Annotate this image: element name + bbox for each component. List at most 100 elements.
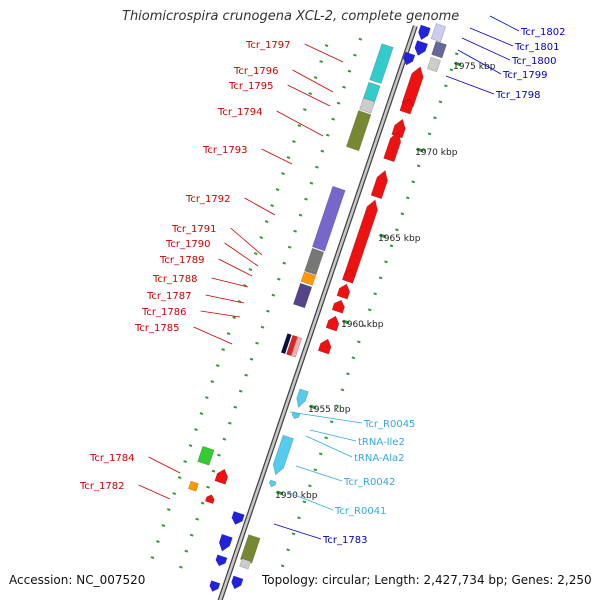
gene-label: Tcr_1788 [152, 274, 197, 285]
gene-shape [312, 185, 346, 252]
gene-shape [218, 533, 233, 552]
tick-mark [286, 156, 291, 159]
gene-label: Tcr_1787 [146, 291, 191, 302]
gene-shape [269, 479, 277, 488]
ruler-tick [454, 61, 462, 67]
gene-shape [209, 580, 221, 592]
tick-mark [233, 405, 238, 409]
tick-mark [161, 524, 166, 527]
leader-line [445, 75, 495, 95]
gene-shape [383, 131, 402, 163]
tick-mark [172, 492, 177, 495]
tick-mark [249, 357, 254, 361]
tick-mark [411, 180, 416, 184]
gene-shape [204, 494, 215, 504]
tick-mark [156, 540, 160, 543]
gene-label: Tcr_1795 [228, 81, 273, 92]
tick-mark [444, 84, 448, 88]
gene-label: Tcr_1801 [514, 42, 559, 53]
ruler-label: 1975 kbp [453, 62, 496, 72]
tick-mark [449, 68, 454, 72]
tick-mark [271, 293, 276, 297]
tick-mark [259, 236, 264, 239]
tick-mark [292, 140, 296, 143]
map-title: Thiomicrospira crunogena XCL-2, complete… [122, 9, 460, 24]
tick-mark [353, 53, 357, 57]
backbone-highlight [218, 25, 417, 600]
tick-mark [308, 484, 312, 488]
tick-mark [324, 44, 329, 47]
tick-mark [232, 316, 236, 319]
gene-label: Tcr_R0045 [363, 419, 415, 430]
tick-mark [291, 532, 296, 536]
gene-shape [430, 23, 447, 43]
leader-line [469, 27, 514, 47]
gene-label: Tcr_1798 [495, 90, 540, 101]
leader-line [304, 43, 344, 63]
tick-mark [302, 108, 307, 111]
tick-mark [287, 245, 292, 249]
leader-line [287, 84, 331, 107]
gene-label: Tcr_1786 [141, 307, 186, 318]
tick-mark [318, 452, 323, 456]
leader-line [273, 523, 322, 540]
gene-label: Tcr_1794 [217, 107, 262, 118]
gene-shape [286, 334, 298, 357]
gene-shape [188, 480, 199, 492]
leader-line [211, 277, 249, 288]
tick-mark [244, 373, 248, 377]
ruler-tick [379, 233, 387, 239]
gene-shape [240, 534, 261, 564]
gene-shape [391, 118, 406, 139]
tick-mark [184, 549, 189, 553]
gene-shape [197, 445, 215, 466]
gene-shape [291, 336, 303, 358]
gene-label: Tcr_1783 [322, 535, 367, 546]
gene-label: Tcr_1790 [165, 239, 210, 250]
tick-mark [319, 60, 323, 63]
tick-mark [177, 476, 182, 479]
tick-mark [270, 204, 274, 207]
tick-mark [298, 213, 303, 217]
leader-line [461, 37, 511, 61]
tick-mark [340, 388, 345, 392]
gene-shape [215, 554, 228, 567]
leader-line [138, 484, 171, 500]
tick-mark [304, 197, 308, 201]
leader-line [224, 242, 259, 267]
gene-shape [293, 282, 313, 309]
tick-mark [238, 389, 243, 393]
gene-label: Tcr_1792 [185, 194, 230, 205]
tick-mark [356, 340, 361, 344]
gene-label: Tcr_1796 [233, 66, 278, 77]
leader-line [286, 491, 334, 511]
tick-mark [210, 380, 215, 383]
gene-label: Tcr_1793 [202, 145, 247, 156]
tick-mark [286, 548, 290, 552]
tick-mark [454, 52, 459, 56]
topology-text: Topology: circular; Length: 2,427,734 bp… [262, 573, 592, 587]
tick-mark [221, 348, 225, 351]
gene-label: Tcr_1784 [89, 453, 134, 464]
tick-mark [211, 469, 216, 473]
gene-shape [341, 269, 356, 284]
tick-mark [367, 308, 372, 312]
leader-line [230, 227, 263, 256]
gene-shape [369, 43, 394, 84]
ruler-label: 1965 kbp [378, 234, 421, 244]
tick-mark [342, 85, 346, 89]
tick-mark [384, 260, 388, 264]
gene-shape [414, 40, 429, 56]
tick-mark [346, 372, 350, 376]
gene-shape [272, 434, 294, 476]
tick-mark [150, 556, 155, 559]
ruler-label: 1955 kbp [308, 405, 351, 415]
tick-mark [228, 421, 232, 425]
tick-mark [395, 228, 399, 232]
leader-line [244, 197, 276, 216]
tick-mark [347, 69, 352, 73]
gene-shape [359, 97, 376, 114]
tick-mark [275, 188, 280, 191]
